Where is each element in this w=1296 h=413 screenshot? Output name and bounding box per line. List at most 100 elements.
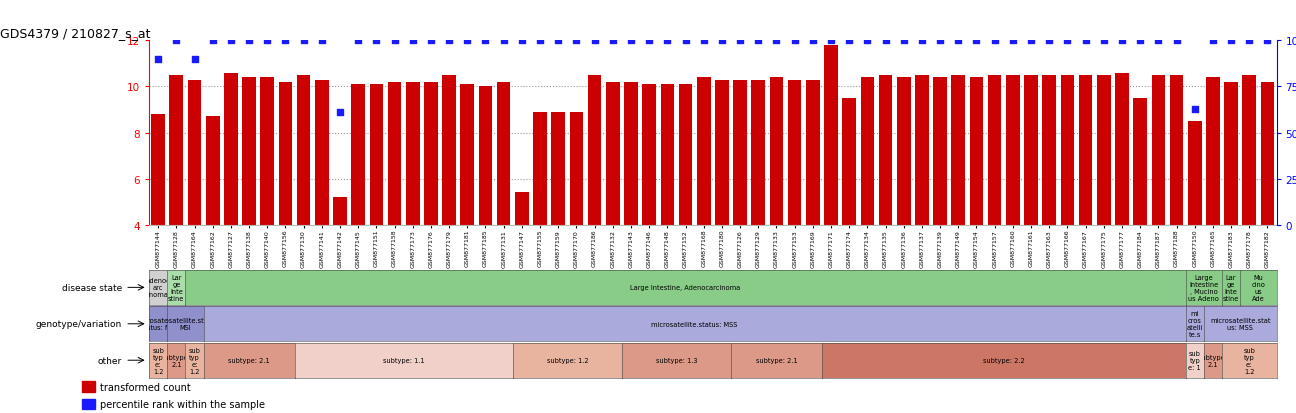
- Text: subtype: 2.1: subtype: 2.1: [756, 357, 797, 363]
- Point: [476, 38, 496, 45]
- Bar: [969, 78, 984, 225]
- Point: [439, 38, 460, 45]
- Bar: [152, 115, 165, 225]
- Bar: [260, 78, 273, 225]
- Point: [365, 38, 386, 45]
- Bar: [1243, 76, 1256, 225]
- Bar: [607, 83, 619, 225]
- Point: [1221, 38, 1242, 45]
- Bar: [933, 78, 947, 225]
- Point: [1039, 38, 1060, 45]
- Point: [329, 109, 350, 116]
- Bar: [333, 197, 347, 225]
- Bar: [1152, 76, 1165, 225]
- Text: subtype: 1.1: subtype: 1.1: [382, 357, 424, 363]
- Bar: [478, 87, 492, 225]
- Bar: [460, 85, 474, 225]
- Point: [1148, 38, 1169, 45]
- Point: [1076, 38, 1096, 45]
- Point: [857, 38, 877, 45]
- Bar: [588, 76, 601, 225]
- Bar: [788, 81, 801, 225]
- Bar: [824, 46, 837, 225]
- Bar: [569, 112, 583, 225]
- Text: sub
typ
e:
1.2: sub typ e: 1.2: [152, 347, 165, 374]
- Bar: [1225, 83, 1238, 225]
- Point: [603, 38, 623, 45]
- Point: [784, 38, 805, 45]
- Point: [420, 38, 441, 45]
- Bar: [551, 112, 565, 225]
- Point: [457, 38, 478, 45]
- Bar: [734, 81, 746, 225]
- Point: [893, 38, 914, 45]
- Text: genotype/variation: genotype/variation: [36, 320, 122, 328]
- Point: [929, 38, 950, 45]
- Bar: [1188, 122, 1201, 225]
- Point: [1239, 38, 1260, 45]
- Bar: [879, 76, 893, 225]
- Bar: [770, 78, 783, 225]
- Bar: [1207, 78, 1220, 225]
- Bar: [442, 76, 456, 225]
- Point: [1094, 38, 1115, 45]
- Point: [947, 38, 968, 45]
- Bar: [388, 83, 402, 225]
- Text: sub
typ
e:
1.2: sub typ e: 1.2: [1243, 347, 1256, 374]
- Bar: [806, 81, 819, 225]
- Bar: [406, 83, 420, 225]
- Text: disease state: disease state: [62, 283, 122, 292]
- Bar: [224, 74, 237, 225]
- Bar: [515, 193, 529, 225]
- Point: [766, 38, 787, 45]
- Bar: [315, 81, 329, 225]
- Bar: [752, 81, 765, 225]
- Bar: [915, 76, 929, 225]
- Bar: [242, 78, 255, 225]
- Bar: [1261, 83, 1274, 225]
- Point: [584, 38, 605, 45]
- Point: [166, 38, 187, 45]
- Text: subtype:
2.1: subtype: 2.1: [1199, 354, 1227, 367]
- Point: [530, 38, 551, 45]
- Point: [675, 38, 696, 45]
- Bar: [1133, 99, 1147, 225]
- Bar: [861, 78, 875, 225]
- Point: [220, 38, 241, 45]
- Bar: [643, 85, 656, 225]
- Bar: [82, 382, 95, 392]
- Point: [494, 38, 515, 45]
- Point: [730, 38, 750, 45]
- Bar: [369, 85, 384, 225]
- Bar: [1096, 76, 1111, 225]
- Bar: [697, 78, 710, 225]
- Point: [347, 38, 368, 45]
- Point: [1185, 107, 1205, 114]
- Point: [275, 38, 295, 45]
- Point: [1003, 38, 1024, 45]
- Text: Large Intestine, Adenocarcinoma: Large Intestine, Adenocarcinoma: [630, 285, 740, 291]
- Point: [1257, 38, 1278, 45]
- Point: [712, 38, 732, 45]
- Point: [384, 38, 404, 45]
- Point: [875, 38, 896, 45]
- Point: [657, 38, 678, 45]
- Point: [238, 38, 259, 45]
- Bar: [679, 85, 692, 225]
- Bar: [897, 78, 911, 225]
- Text: subtype: 1.2: subtype: 1.2: [547, 357, 588, 363]
- Bar: [424, 83, 438, 225]
- Text: sub
typ
e: 1: sub typ e: 1: [1188, 350, 1201, 370]
- Bar: [842, 99, 857, 225]
- Point: [1166, 38, 1187, 45]
- Bar: [1060, 76, 1074, 225]
- Text: subtype: 2.2: subtype: 2.2: [982, 357, 1025, 363]
- Text: microsatellite.status:
MSI: microsatellite.status: MSI: [150, 318, 220, 330]
- Bar: [1006, 76, 1020, 225]
- Point: [1058, 38, 1078, 45]
- Text: Adenoc
arc
inoma: Adenoc arc inoma: [145, 278, 171, 298]
- Text: subtype:
2.1: subtype: 2.1: [162, 354, 191, 367]
- Point: [693, 38, 714, 45]
- Point: [1203, 38, 1223, 45]
- Bar: [625, 83, 638, 225]
